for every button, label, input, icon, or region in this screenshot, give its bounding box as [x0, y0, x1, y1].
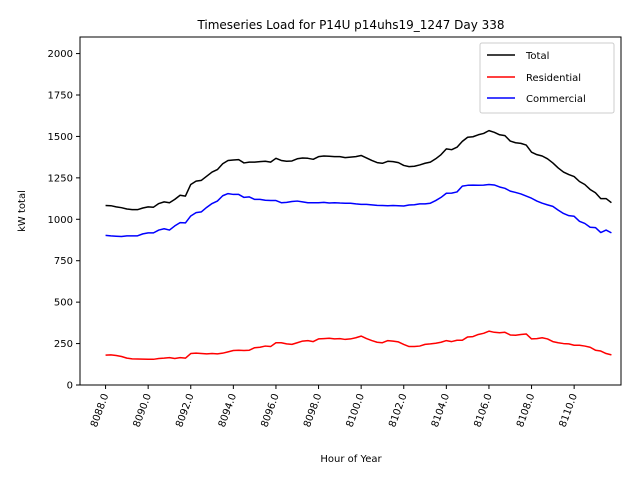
- plot-area: [79, 36, 622, 386]
- legend-label-total: Total: [525, 51, 549, 62]
- y-axis: 0 250 500 750 1000 1250 1500 1750 2000: [48, 49, 80, 392]
- x-axis-label: Hour of Year: [320, 454, 382, 465]
- legend-label-commercial: Commercial: [526, 94, 586, 105]
- legend-label-residential: Residential: [526, 73, 581, 84]
- legend-box: [479, 42, 615, 114]
- y-tick-label: 0: [67, 381, 73, 392]
- series-line-total: [105, 129, 612, 211]
- y-tick-label: 1000: [48, 215, 73, 226]
- y-tick-label: 1500: [48, 132, 73, 143]
- chart-title: Timeseries Load for P14U p14uhs19_1247 D…: [196, 18, 504, 32]
- y-tick-label: 250: [54, 339, 73, 350]
- y-tick-label: 1750: [48, 91, 73, 102]
- y-tick-label: 500: [54, 298, 73, 309]
- series-line-residential: [105, 330, 612, 361]
- legend: Total Residential Commercial: [479, 42, 615, 114]
- y-tick-label: 750: [54, 256, 73, 267]
- y-axis-label: kW total: [17, 190, 28, 232]
- series-group: [105, 129, 612, 361]
- series-line-commercial: [105, 183, 612, 238]
- y-tick-label: 2000: [48, 49, 73, 60]
- y-tick-label: 1250: [48, 173, 73, 184]
- axes-frame: [79, 36, 622, 386]
